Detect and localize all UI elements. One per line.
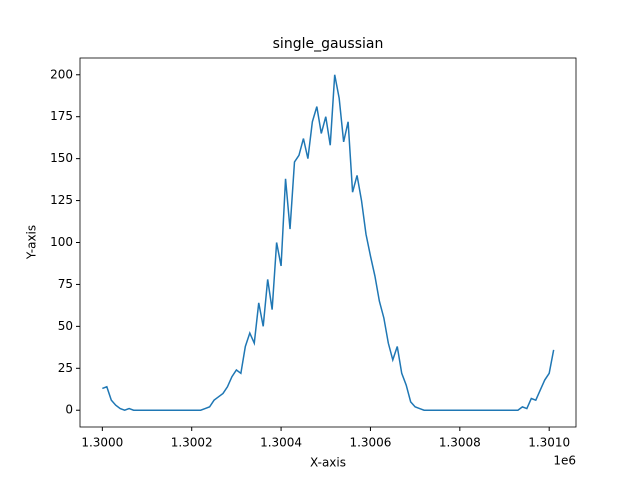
x-tick-label: 1.3010	[528, 436, 570, 450]
x-tick-label: 1.3004	[260, 436, 302, 450]
x-tick-label: 1.3002	[171, 436, 213, 450]
y-tick-label: 100	[50, 235, 73, 249]
chart-title: single_gaussian	[273, 36, 384, 52]
y-tick-label: 150	[50, 151, 73, 165]
y-tick-label: 175	[50, 109, 73, 123]
plot-frame	[79, 57, 577, 428]
x-axis-label: X-axis	[310, 456, 346, 470]
y-tick-label: 200	[50, 67, 73, 81]
y-tick-label: 0	[65, 403, 73, 417]
data-line	[102, 74, 555, 412]
x-tick-label: 1.3008	[439, 436, 481, 450]
y-tick-label: 125	[50, 193, 73, 207]
x-tick-label: 1.3006	[349, 436, 391, 450]
x-offset-label: 1e6	[553, 454, 576, 468]
y-tick-label: 75	[58, 277, 73, 291]
y-axis-label: Y-axis	[25, 225, 39, 260]
y-tick-label: 50	[58, 319, 73, 333]
y-tick-label: 25	[58, 361, 73, 375]
x-tick-label: 1.3000	[81, 436, 123, 450]
